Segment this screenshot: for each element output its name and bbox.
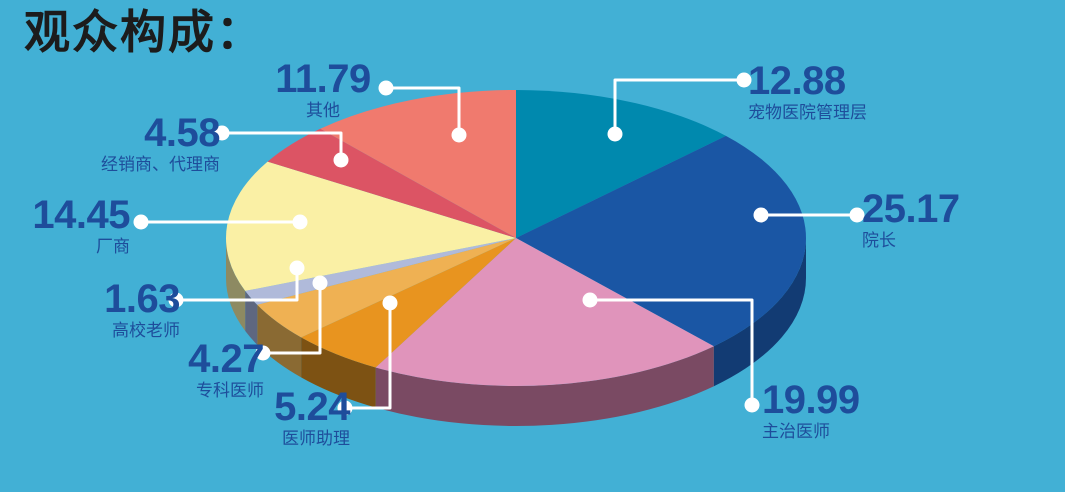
leader-line: [613, 78, 746, 136]
leader-dot: [744, 397, 760, 413]
leader-dot: [214, 125, 230, 141]
pie-slice-医师助理[interactable]: [301, 238, 516, 368]
pie-slice-其他[interactable]: [320, 90, 516, 238]
callout-other: 11.79 其他: [258, 57, 388, 122]
pie-slice-经销商、代理商[interactable]: [267, 128, 516, 238]
callout-value: 4.27: [188, 337, 264, 381]
leader-dot: [337, 400, 353, 416]
callout-attending-physician: 19.99 主治医师: [762, 378, 860, 443]
pie-slice-side: [257, 304, 302, 378]
leader-dot: [168, 292, 184, 308]
leader-dot: [849, 207, 865, 223]
callout-value: 1.63: [104, 277, 180, 321]
leader-dot: [382, 295, 398, 311]
leader-line: [174, 266, 299, 302]
pie-slice-side: [301, 337, 376, 408]
callout-university-teacher: 1.63 高校老师: [0, 277, 180, 342]
leader-dot: [255, 345, 271, 361]
leader-dot: [333, 152, 349, 168]
callout-pet-hospital-management: 12.88 宠物医院管理层: [748, 59, 867, 124]
callout-value: 14.45: [32, 193, 130, 237]
callout-director: 25.17 院长: [862, 187, 960, 252]
leader-line: [220, 131, 343, 162]
leader-dot: [289, 260, 305, 276]
callout-value: 25.17: [862, 187, 960, 231]
leader-dot: [133, 214, 149, 230]
pie-slice-宠物医院管理层[interactable]: [516, 90, 726, 238]
leader-line: [384, 86, 461, 137]
callout-label: 高校老师: [112, 321, 180, 342]
leader-dot: [378, 80, 394, 96]
pie-slice-高校老师[interactable]: [245, 238, 516, 305]
leader-dot: [736, 72, 752, 88]
callout-label: 经销商、代理商: [101, 155, 220, 176]
callout-label: 医师助理: [282, 429, 350, 450]
pie-top-faces: [226, 90, 807, 386]
callout-manufacturer: 14.45 厂商: [0, 193, 130, 258]
callout-value: 19.99: [762, 378, 860, 422]
callout-value: 5.24: [274, 385, 350, 429]
callout-label: 专科医师: [196, 381, 264, 402]
callout-label: 院长: [862, 231, 896, 252]
callout-value: 4.58: [144, 111, 220, 155]
callout-label: 主治医师: [762, 422, 830, 443]
pie-slice-side: [375, 346, 714, 426]
leader-dot: [312, 275, 328, 291]
leader-dot: [753, 207, 769, 223]
leader-line: [343, 301, 392, 410]
page-title: 观众构成：: [24, 5, 264, 59]
leader-dot: [582, 292, 598, 308]
callout-dealer-agent: 4.58 经销商、代理商: [20, 111, 221, 176]
callout-label: 厂商: [96, 237, 130, 258]
pie-slice-side: [226, 238, 246, 331]
pie-slice-主治医师[interactable]: [375, 238, 714, 386]
callout-value: 12.88: [748, 59, 846, 103]
pie-slice-side: [713, 238, 806, 387]
pie-slice-side: [245, 290, 258, 345]
callout-specialist-physician: 4.27 专科医师: [30, 337, 264, 402]
pie-slice-院长[interactable]: [516, 135, 807, 347]
callout-value: 11.79: [275, 57, 371, 101]
leader-dot: [607, 126, 623, 142]
pie-slice-专科医师[interactable]: [257, 238, 516, 338]
callout-physician-assistant: 5.24 医师助理: [100, 385, 350, 450]
leader-line: [261, 281, 322, 355]
leader-dot: [451, 127, 467, 143]
leader-lines: [133, 72, 865, 416]
pie-slice-厂商[interactable]: [226, 161, 516, 291]
callout-label: 其他: [306, 101, 340, 122]
pie-side-walls: [226, 238, 806, 426]
leader-dot: [292, 214, 308, 230]
callout-label: 宠物医院管理层: [748, 103, 867, 124]
